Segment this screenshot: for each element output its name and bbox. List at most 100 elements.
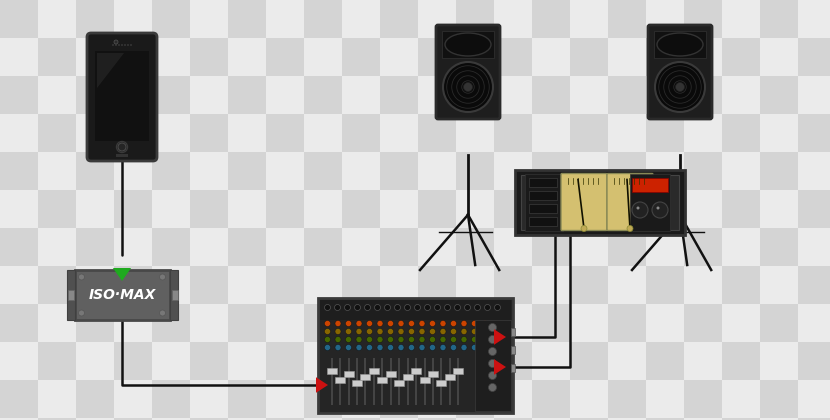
- Bar: [114, 418, 152, 420]
- Bar: [228, 418, 266, 420]
- Bar: [348, 357, 349, 405]
- Bar: [38, 380, 76, 418]
- Bar: [0, 266, 38, 304]
- Bar: [304, 418, 342, 420]
- Bar: [456, 190, 494, 228]
- Bar: [114, 114, 152, 152]
- Bar: [266, 38, 304, 76]
- Bar: [798, 266, 830, 304]
- Bar: [266, 342, 304, 380]
- Bar: [608, 76, 646, 114]
- Bar: [342, 380, 380, 418]
- Bar: [608, 190, 646, 228]
- Bar: [76, 380, 114, 418]
- Circle shape: [429, 344, 436, 351]
- Bar: [266, 152, 304, 190]
- Bar: [390, 357, 392, 405]
- Circle shape: [627, 226, 633, 231]
- Bar: [342, 114, 380, 152]
- Bar: [0, 304, 38, 342]
- Bar: [114, 228, 152, 266]
- Circle shape: [388, 328, 393, 334]
- Circle shape: [398, 320, 404, 326]
- Circle shape: [408, 344, 414, 351]
- FancyBboxPatch shape: [607, 173, 653, 231]
- Bar: [532, 0, 570, 38]
- Bar: [632, 178, 668, 192]
- Bar: [529, 178, 557, 186]
- Circle shape: [482, 328, 488, 334]
- Circle shape: [334, 304, 340, 310]
- Circle shape: [440, 344, 446, 351]
- Bar: [304, 266, 342, 304]
- Bar: [304, 38, 342, 76]
- Circle shape: [398, 336, 404, 342]
- Bar: [608, 380, 646, 418]
- Circle shape: [325, 344, 330, 351]
- Bar: [722, 228, 760, 266]
- Circle shape: [489, 347, 496, 355]
- Bar: [570, 38, 608, 76]
- Bar: [570, 304, 608, 342]
- Circle shape: [451, 336, 457, 342]
- FancyBboxPatch shape: [436, 25, 500, 119]
- Bar: [684, 38, 722, 76]
- Circle shape: [356, 336, 362, 342]
- Bar: [114, 152, 152, 190]
- Bar: [418, 0, 456, 38]
- Bar: [456, 418, 494, 420]
- Bar: [381, 357, 383, 405]
- Circle shape: [374, 304, 380, 310]
- Bar: [172, 290, 178, 300]
- Bar: [456, 228, 494, 266]
- Bar: [608, 152, 646, 190]
- Bar: [442, 31, 494, 58]
- Bar: [352, 380, 362, 386]
- Bar: [760, 342, 798, 380]
- Bar: [304, 114, 342, 152]
- Circle shape: [463, 82, 472, 92]
- Circle shape: [398, 328, 404, 334]
- Bar: [76, 266, 114, 304]
- Circle shape: [632, 202, 648, 218]
- Polygon shape: [494, 329, 506, 345]
- Bar: [570, 190, 608, 228]
- Bar: [494, 76, 532, 114]
- Circle shape: [388, 320, 393, 326]
- Bar: [411, 368, 421, 374]
- Bar: [380, 266, 418, 304]
- Circle shape: [345, 344, 351, 351]
- Circle shape: [440, 320, 446, 326]
- Circle shape: [388, 344, 393, 351]
- Bar: [380, 114, 418, 152]
- Bar: [630, 173, 670, 231]
- Bar: [386, 371, 396, 377]
- Bar: [38, 418, 76, 420]
- Bar: [722, 380, 760, 418]
- Bar: [320, 299, 510, 320]
- Bar: [418, 342, 456, 380]
- Ellipse shape: [657, 33, 703, 56]
- Bar: [608, 304, 646, 342]
- Bar: [532, 342, 570, 380]
- Bar: [529, 191, 557, 200]
- Bar: [521, 174, 533, 229]
- Bar: [494, 114, 532, 152]
- Circle shape: [404, 304, 411, 310]
- Bar: [515, 170, 685, 234]
- Ellipse shape: [445, 33, 491, 56]
- Bar: [152, 152, 190, 190]
- Circle shape: [112, 44, 114, 46]
- Bar: [38, 38, 76, 76]
- Bar: [304, 380, 342, 418]
- Bar: [304, 228, 342, 266]
- Bar: [418, 380, 456, 418]
- Bar: [529, 204, 557, 213]
- Bar: [152, 266, 190, 304]
- Bar: [76, 228, 114, 266]
- Bar: [114, 190, 152, 228]
- Circle shape: [367, 344, 373, 351]
- Circle shape: [408, 336, 414, 342]
- Circle shape: [461, 328, 467, 334]
- Bar: [152, 418, 190, 420]
